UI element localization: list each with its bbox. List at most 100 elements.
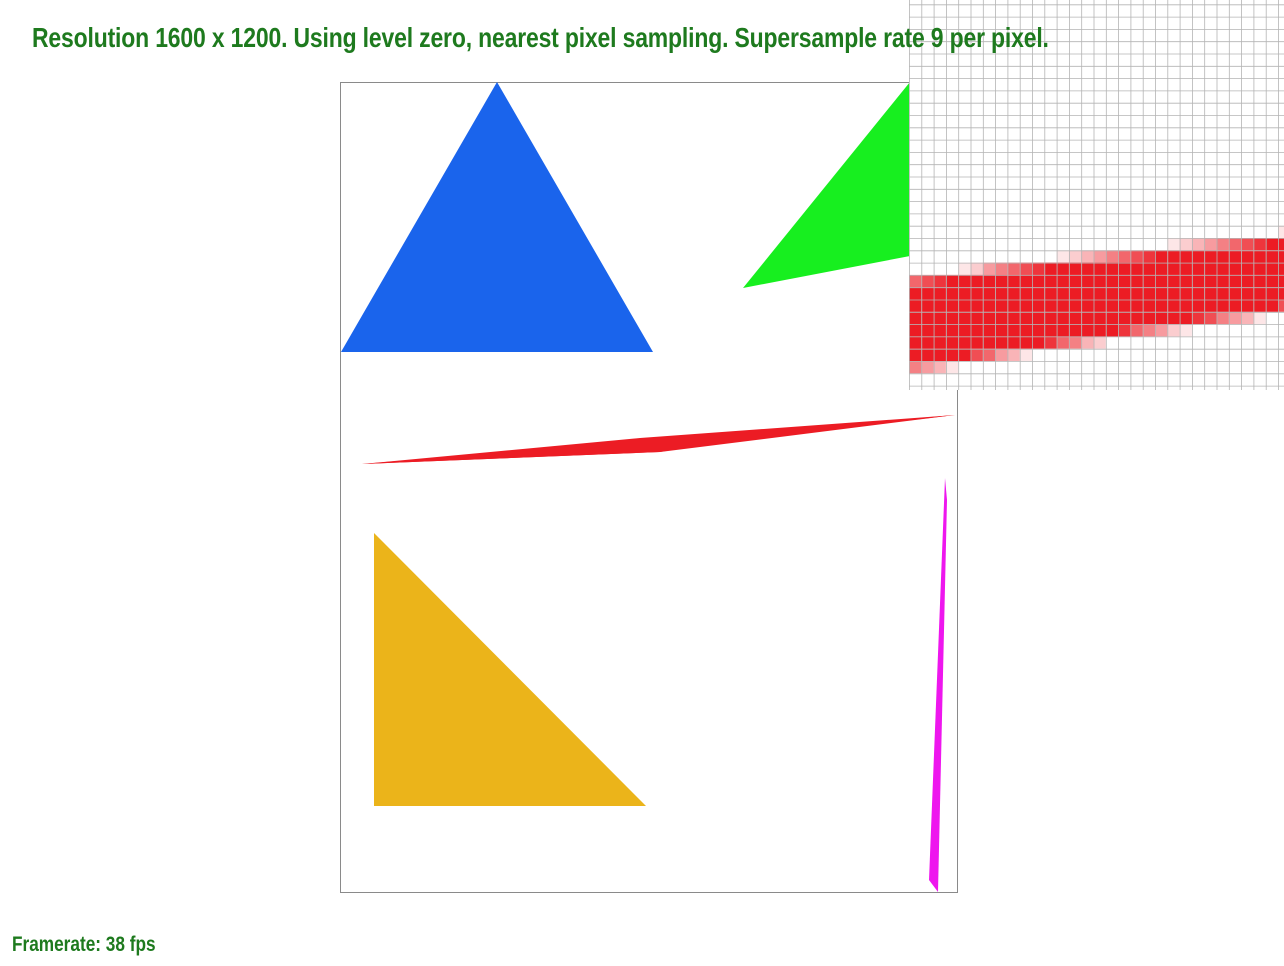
zoom-pixel bbox=[1068, 262, 1082, 275]
zoom-pixel bbox=[1241, 299, 1254, 312]
zoom-pixel bbox=[1093, 324, 1106, 337]
zoom-pixel bbox=[1155, 311, 1168, 325]
zoom-pixel bbox=[958, 324, 971, 337]
zoom-pixel bbox=[1191, 287, 1205, 300]
zoom-grid-lines bbox=[909, 0, 1284, 390]
zoom-pixel bbox=[995, 336, 1008, 349]
zoom-pixel bbox=[1007, 262, 1020, 275]
zoom-pixel bbox=[945, 299, 959, 312]
zoom-pixel bbox=[982, 348, 996, 361]
zoom-pixel bbox=[970, 262, 983, 275]
zoom-pixel bbox=[1155, 250, 1168, 263]
zoom-pixel bbox=[909, 361, 922, 374]
zoom-pixel bbox=[1204, 299, 1217, 312]
zoom-pixel bbox=[995, 274, 1008, 288]
zoom-pixel bbox=[909, 324, 922, 337]
green-triangle bbox=[743, 82, 910, 288]
zoom-pixel bbox=[1081, 336, 1094, 349]
zoom-pixel bbox=[958, 336, 971, 349]
zoom-pixel bbox=[945, 287, 959, 300]
zoom-pixel bbox=[1241, 262, 1254, 275]
zoom-pixel bbox=[1007, 299, 1020, 312]
zoom-pixel bbox=[1142, 262, 1155, 275]
zoom-pixel bbox=[1228, 250, 1242, 263]
zoom-pixel bbox=[1032, 287, 1045, 300]
zoom-pixel bbox=[1105, 311, 1119, 325]
zoom-pixel bbox=[1142, 274, 1155, 288]
zoom-pixel bbox=[1216, 262, 1229, 275]
zoom-pixel-cells bbox=[909, 225, 1284, 374]
zoom-pixel bbox=[982, 311, 996, 325]
zoom-pixel bbox=[1253, 287, 1266, 300]
zoom-pixel bbox=[1155, 324, 1168, 337]
zoom-pixel bbox=[982, 287, 996, 300]
zoom-pixel bbox=[958, 348, 971, 361]
zoom-pixel bbox=[933, 361, 946, 374]
zoom-pixel bbox=[1228, 238, 1242, 251]
zoom-pixel bbox=[1093, 311, 1106, 325]
zoom-pixel bbox=[1167, 299, 1180, 312]
zoom-pixel bbox=[1216, 287, 1229, 300]
zoom-pixel bbox=[1130, 299, 1143, 312]
zoom-pixel bbox=[1019, 348, 1032, 361]
zoom-pixel bbox=[909, 299, 922, 312]
zoom-pixel bbox=[1167, 262, 1180, 275]
zoom-pixel bbox=[1265, 287, 1278, 300]
zoom-pixel bbox=[1081, 311, 1094, 325]
zoom-pixel bbox=[1068, 324, 1082, 337]
zoom-pixel bbox=[1056, 299, 1069, 312]
zoom-pixel bbox=[1068, 299, 1082, 312]
zoom-pixel bbox=[909, 287, 922, 300]
zoom-pixel bbox=[1204, 311, 1217, 325]
zoom-pixel bbox=[982, 324, 996, 337]
zoom-pixel bbox=[921, 287, 934, 300]
zoom-pixel bbox=[1130, 274, 1143, 288]
zoom-pixel bbox=[1019, 287, 1032, 300]
zoom-pixel bbox=[1216, 250, 1229, 263]
zoom-pixel bbox=[1179, 274, 1192, 288]
zoom-pixel bbox=[1105, 287, 1119, 300]
zoom-pixel bbox=[1278, 225, 1284, 238]
zoom-pixel bbox=[1204, 238, 1217, 251]
zoom-pixel bbox=[1032, 262, 1045, 275]
zoom-pixel bbox=[1142, 299, 1155, 312]
zoom-pixel bbox=[970, 287, 983, 300]
render-frame bbox=[340, 82, 958, 893]
zoom-pixel bbox=[1179, 250, 1192, 263]
zoom-pixel bbox=[1179, 262, 1192, 275]
zoom-pixel bbox=[909, 274, 922, 288]
zoom-pixel bbox=[1118, 274, 1131, 288]
zoom-pixel bbox=[909, 348, 922, 361]
zoom-pixel bbox=[1068, 250, 1082, 263]
zoom-pixel bbox=[945, 336, 959, 349]
zoom-pixel bbox=[1007, 348, 1020, 361]
zoom-pixel bbox=[1118, 262, 1131, 275]
zoom-pixel bbox=[1068, 311, 1082, 325]
zoom-pixel bbox=[1191, 274, 1205, 288]
zoom-pixel bbox=[1278, 238, 1284, 251]
zoom-pixel bbox=[921, 311, 934, 325]
zoom-pixel bbox=[1278, 274, 1284, 288]
zoom-pixel bbox=[1032, 311, 1045, 325]
zoom-pixel bbox=[1278, 250, 1284, 263]
zoom-pixel bbox=[995, 348, 1008, 361]
zoom-pixel bbox=[1032, 274, 1045, 288]
zoom-pixel bbox=[1130, 262, 1143, 275]
zoom-pixel bbox=[970, 311, 983, 325]
zoom-pixel bbox=[1179, 238, 1192, 251]
zoom-pixel bbox=[945, 311, 959, 325]
zoom-pixel bbox=[1056, 287, 1069, 300]
zoom-pixel bbox=[1081, 287, 1094, 300]
zoom-pixel bbox=[982, 262, 996, 275]
zoom-pixel bbox=[1081, 262, 1094, 275]
zoom-pixel bbox=[1007, 324, 1020, 337]
zoom-pixel bbox=[1191, 238, 1205, 251]
zoom-pixel bbox=[921, 299, 934, 312]
zoom-pixel bbox=[1044, 324, 1057, 337]
zoom-pixel bbox=[1216, 238, 1229, 251]
zoom-pixel bbox=[1032, 324, 1045, 337]
red-sliver-body bbox=[362, 415, 955, 464]
zoom-pixel bbox=[1068, 287, 1082, 300]
zoom-pixel bbox=[1118, 250, 1131, 263]
zoom-pixel bbox=[982, 299, 996, 312]
